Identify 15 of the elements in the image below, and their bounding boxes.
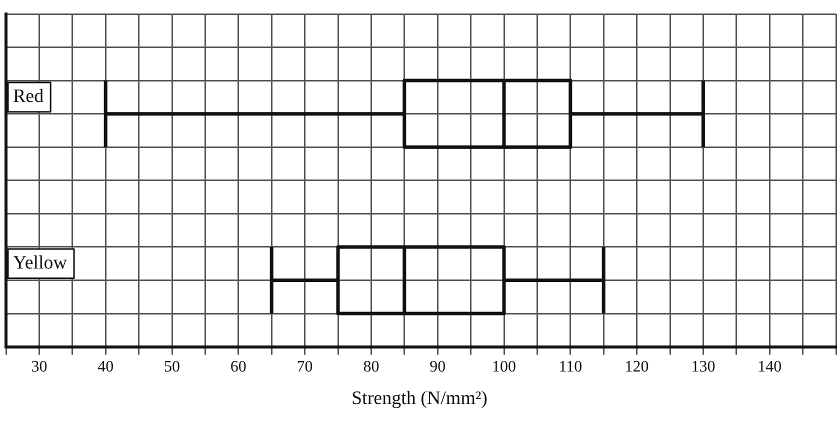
y-tick-label: Red <box>13 86 44 108</box>
x-tick-label: 120 <box>624 358 649 376</box>
x-tick-label: 70 <box>296 358 313 376</box>
x-axis-title: Strength (N/mm²) <box>350 388 489 410</box>
x-tick-label: 40 <box>98 358 114 376</box>
x-tick-label: 60 <box>230 358 246 376</box>
x-tick-label: 80 <box>363 358 380 376</box>
y-tick-label: Yellow <box>13 252 68 274</box>
x-tick-label: 90 <box>430 358 446 376</box>
x-tick-label: 50 <box>164 358 180 376</box>
x-tick-label: 110 <box>558 358 582 376</box>
x-tick-label: 100 <box>492 358 516 376</box>
x-tick-label: 30 <box>31 358 48 376</box>
x-tick-label: 130 <box>691 358 716 376</box>
x-tick-label: 140 <box>758 358 782 376</box>
